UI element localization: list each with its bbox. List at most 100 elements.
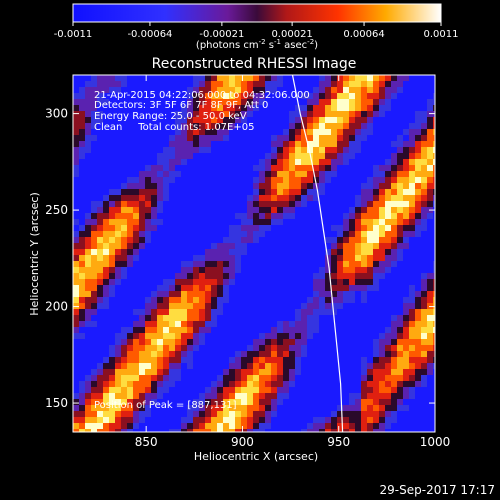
heatmap-cell — [103, 423, 110, 430]
heatmap-cell — [301, 423, 308, 430]
heatmap-cell — [313, 249, 320, 256]
heatmap-cell — [349, 177, 356, 184]
heatmap-cell — [295, 111, 302, 118]
heatmap-cell — [145, 111, 152, 118]
heatmap-cell — [121, 339, 128, 346]
heatmap-cell — [217, 279, 224, 286]
heatmap-cell — [127, 243, 134, 250]
heatmap-cell — [211, 273, 218, 280]
heatmap-cell — [307, 351, 314, 358]
heatmap-cell — [235, 219, 242, 226]
heatmap-cell — [415, 369, 422, 376]
heatmap-cell — [433, 183, 435, 190]
heatmap-cell — [235, 159, 242, 166]
heatmap-cell — [175, 183, 182, 190]
heatmap-cell — [199, 351, 206, 358]
heatmap-cell — [247, 81, 254, 88]
heatmap-cell — [283, 219, 290, 226]
heatmap-cell — [241, 423, 248, 430]
heatmap-cell — [235, 333, 242, 340]
heatmap-cell — [235, 273, 242, 280]
heatmap-cell — [385, 351, 392, 358]
heatmap-cell — [379, 399, 386, 406]
heatmap-cell — [343, 417, 350, 424]
heatmap-cell — [127, 393, 134, 400]
heatmap-cell — [127, 255, 134, 262]
heatmap-cell — [85, 327, 92, 334]
heatmap-cell — [385, 135, 392, 142]
heatmap-cell — [229, 111, 236, 118]
heatmap-cell — [97, 387, 104, 394]
heatmap-cell — [277, 243, 284, 250]
heatmap-cell — [121, 351, 128, 358]
heatmap-cell — [325, 315, 332, 322]
heatmap-cell — [415, 237, 422, 244]
heatmap-cell — [169, 117, 176, 124]
heatmap-cell — [97, 219, 104, 226]
heatmap-cell — [91, 165, 98, 172]
heatmap-cell — [211, 255, 218, 262]
heatmap-cell — [343, 249, 350, 256]
heatmap-cell — [295, 93, 302, 100]
heatmap-cell — [133, 141, 140, 148]
heatmap-cell — [91, 279, 98, 286]
heatmap-cell — [217, 267, 224, 274]
heatmap-cell — [343, 279, 350, 286]
heatmap-cell — [409, 387, 416, 394]
heatmap-cell — [421, 159, 428, 166]
heatmap-cell — [253, 75, 260, 82]
heatmap-cell — [325, 375, 332, 382]
heatmap-cell — [433, 423, 435, 430]
heatmap-cell — [205, 321, 212, 328]
heatmap-cell — [409, 171, 416, 178]
heatmap-cell — [241, 267, 248, 274]
heatmap-cell — [397, 183, 404, 190]
heatmap-cell — [397, 321, 404, 328]
heatmap-cell — [127, 177, 134, 184]
heatmap-cell — [79, 411, 86, 418]
heatmap-cell — [103, 165, 110, 172]
heatmap-cell — [121, 183, 128, 190]
heatmap-cell — [319, 207, 326, 214]
heatmap-cell — [289, 75, 296, 82]
heatmap-cell — [85, 135, 92, 142]
heatmap-cell — [427, 327, 434, 334]
heatmap-cell — [343, 411, 350, 418]
heatmap-cell — [181, 75, 188, 82]
heatmap-cell — [379, 363, 386, 370]
heatmap-cell — [313, 117, 320, 124]
heatmap-cell — [301, 87, 308, 94]
heatmap-cell — [91, 369, 98, 376]
heatmap-cell — [103, 297, 110, 304]
heatmap-cell — [319, 171, 326, 178]
heatmap-cell — [355, 423, 362, 430]
heatmap-cell — [103, 129, 110, 136]
heatmap-cell — [259, 153, 266, 160]
heatmap-cell — [373, 165, 380, 172]
heatmap-cell — [241, 87, 248, 94]
heatmap-cell — [163, 177, 170, 184]
heatmap-cell — [337, 405, 344, 412]
heatmap-cell — [235, 267, 242, 274]
heatmap-cell — [247, 249, 254, 256]
heatmap-cell — [385, 363, 392, 370]
heatmap-cell — [79, 141, 86, 148]
heatmap-cell — [277, 273, 284, 280]
heatmap-cell — [223, 351, 230, 358]
heatmap-cell — [175, 381, 182, 388]
heatmap-cell — [397, 369, 404, 376]
heatmap-cell — [115, 339, 122, 346]
heatmap-cell — [373, 219, 380, 226]
x-tick-label: 900 — [231, 435, 254, 449]
heatmap-cell — [343, 327, 350, 334]
heatmap-cell — [91, 399, 98, 406]
heatmap-cell — [145, 129, 152, 136]
heatmap-cell — [427, 369, 434, 376]
heatmap-cell — [331, 75, 338, 82]
heatmap-cell — [217, 231, 224, 238]
heatmap-cell — [331, 369, 338, 376]
heatmap-cell — [247, 135, 254, 142]
heatmap-cell — [283, 153, 290, 160]
heatmap-cell — [397, 249, 404, 256]
heatmap-cell — [241, 357, 248, 364]
